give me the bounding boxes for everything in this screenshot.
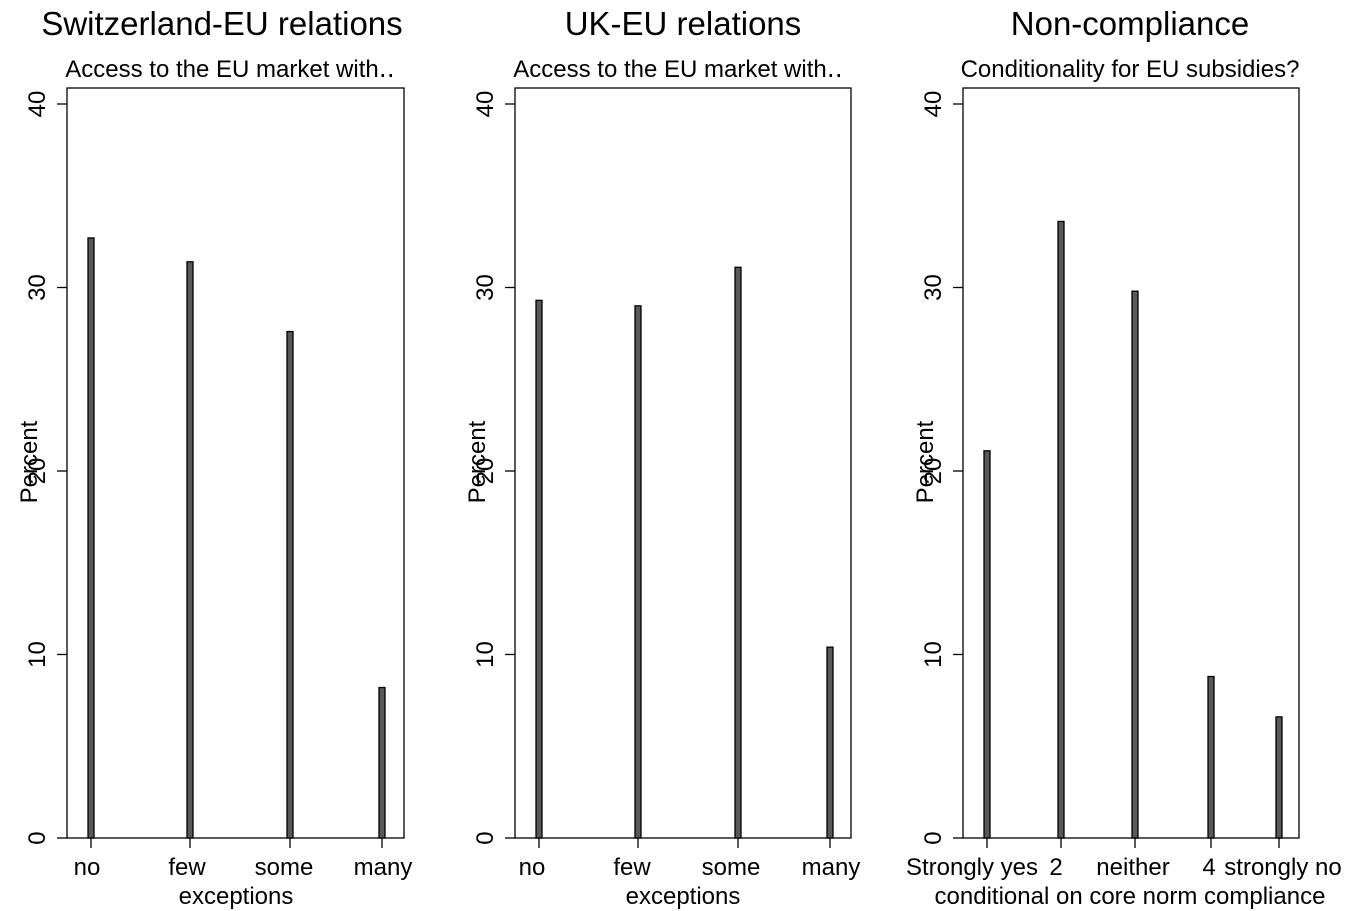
- bar-some: [734, 266, 742, 839]
- y-tick-label: 40: [472, 91, 499, 118]
- bar-few: [634, 305, 642, 839]
- y-axis-label: Percent: [912, 420, 939, 503]
- y-tick-label: 30: [472, 274, 499, 301]
- y-tick-label: 40: [920, 91, 947, 118]
- y-tick-label: 20: [920, 458, 947, 485]
- bar-some: [286, 330, 294, 839]
- x-tick-label: many: [354, 854, 413, 881]
- bar-strongly-no: [1275, 716, 1283, 839]
- bar-no: [535, 299, 543, 839]
- chart-panel-3: Non-compliance Conditionality for EU subs…: [906, 5, 1342, 910]
- x-tick-label: some: [702, 854, 761, 881]
- x-tick-label: strongly no: [1224, 854, 1341, 881]
- x-tick-label: Strongly yes: [906, 854, 1038, 881]
- y-tick-label: 0: [24, 831, 51, 844]
- bar-2: [1057, 220, 1065, 839]
- y-tick-label: 20: [24, 458, 51, 485]
- chart-title: Non-compliance: [1011, 5, 1249, 42]
- x-tick-label: many: [802, 854, 861, 881]
- bar-many: [826, 646, 834, 839]
- y-tick-label: 40: [24, 91, 51, 118]
- x-tick-label: neither: [1096, 854, 1169, 881]
- bar-strongly-yes: [983, 450, 991, 839]
- chart-subtitle: Access to the EU market with‥: [513, 56, 842, 83]
- bar-neither: [1131, 290, 1139, 839]
- x-tick-label: no: [74, 854, 101, 881]
- x-tick-label: few: [168, 854, 206, 881]
- x-tick-label: no: [519, 854, 546, 881]
- x-tick-label: 2: [1049, 854, 1062, 881]
- bar-4: [1207, 675, 1215, 839]
- y-tick-label: 30: [920, 274, 947, 301]
- chart-subtitle: Conditionality for EU subsidies?: [961, 56, 1300, 83]
- y-axis-label: Percent: [464, 420, 491, 503]
- bar-few: [186, 261, 194, 839]
- y-tick-label: 10: [920, 641, 947, 668]
- chart-subtitle: Access to the EU market with‥: [65, 56, 394, 83]
- y-axis-label: Percent: [16, 420, 43, 503]
- chart-panel-1: Switzerland-EU relations Access to the EU…: [16, 5, 412, 910]
- y-tick-label: 30: [24, 274, 51, 301]
- y-tick-label: 0: [472, 831, 499, 844]
- y-tick-label: 20: [472, 458, 499, 485]
- y-tick-label: 10: [472, 641, 499, 668]
- plot-frame: [66, 87, 405, 839]
- bar-many: [378, 686, 386, 839]
- chart-panel-2: UK-EU relations Access to the EU market w…: [464, 5, 860, 910]
- x-tick-label: 4: [1202, 854, 1215, 881]
- plot-frame: [514, 87, 852, 839]
- x-axis-label: exceptions: [179, 883, 294, 910]
- plot-frame: [962, 87, 1300, 839]
- x-tick-label: few: [613, 854, 651, 881]
- x-tick-label: some: [255, 854, 314, 881]
- chart-title: Switzerland-EU relations: [41, 5, 402, 42]
- x-axis-label: exceptions: [626, 883, 741, 910]
- bar-no: [87, 237, 95, 839]
- x-axis-label: conditional on core norm compliance: [935, 883, 1326, 910]
- chart-title: UK-EU relations: [565, 5, 802, 42]
- y-tick-label: 10: [24, 641, 51, 668]
- y-tick-label: 0: [920, 831, 947, 844]
